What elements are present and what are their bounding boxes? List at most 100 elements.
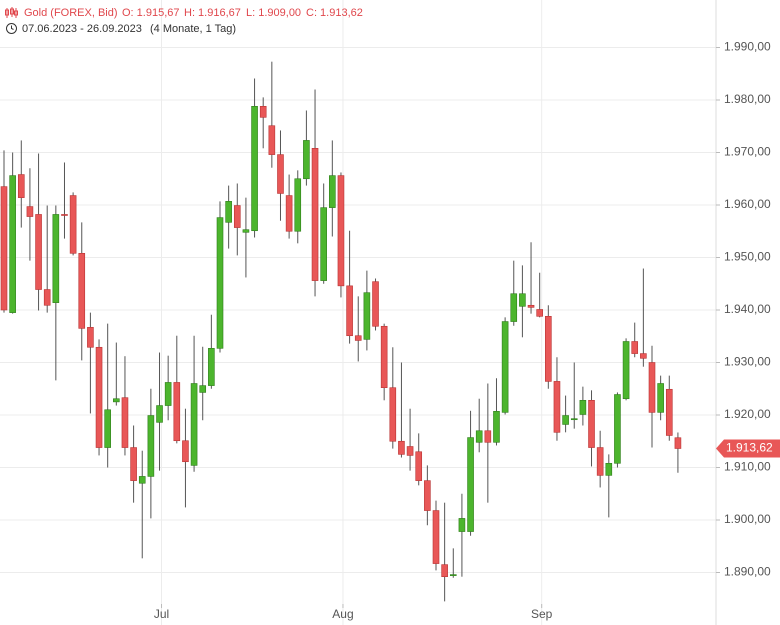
candle-body: [242, 229, 250, 233]
candle-body: [596, 447, 604, 476]
candle-body: [69, 195, 77, 254]
x-tick-label: Aug: [332, 607, 353, 621]
candle-body: [0, 186, 8, 311]
candle-body: [17, 174, 25, 198]
candle-body: [545, 315, 552, 382]
ohlc-open: O: 1.915,67: [122, 7, 180, 19]
ohlc-low: L: 1.909,00: [246, 7, 301, 19]
candle-body: [61, 214, 68, 216]
candle-body: [380, 325, 388, 388]
chart-title: Gold (FOREX, Bid): [24, 7, 118, 19]
candle-body: [588, 399, 595, 448]
candle-body: [527, 304, 535, 308]
x-tick-label: Sep: [531, 607, 553, 621]
ohlc-high: H: 1.916,67: [184, 7, 241, 19]
candle-body: [562, 415, 569, 425]
candle-body: [605, 462, 613, 476]
candle-body: [294, 178, 302, 232]
candle-body: [268, 125, 276, 155]
candle-body: [406, 446, 414, 456]
candle-body: [372, 281, 379, 327]
clock-icon: [6, 23, 17, 34]
candle-body: [553, 381, 561, 433]
candle-body: [225, 201, 232, 223]
last-price-tag: [716, 439, 780, 458]
y-tick-label: 2.000,00: [724, 0, 771, 1]
x-tick-label: Jul: [154, 607, 169, 621]
candle-body: [113, 398, 120, 403]
candle-body: [251, 106, 258, 232]
ohlc-close: C: 1.913,62: [306, 7, 363, 19]
candle-body: [173, 382, 181, 442]
candle-body: [182, 440, 189, 463]
y-tick-label: 1.970,00: [724, 145, 771, 159]
candle-body: [26, 206, 34, 217]
candle-body: [510, 293, 518, 322]
candle-body: [674, 437, 682, 449]
candle-body: [208, 348, 215, 386]
candle-body: [35, 214, 42, 290]
candle-body: [389, 387, 397, 442]
candle-body: [190, 383, 198, 466]
candle-body: [164, 382, 172, 406]
chart-icon: [5, 7, 18, 18]
candle-body: [147, 415, 155, 477]
candle-body: [501, 321, 509, 413]
candle-body: [130, 447, 137, 481]
candle-body: [432, 510, 440, 564]
candle-body: [277, 154, 284, 194]
candle-body: [259, 106, 267, 118]
candle-body: [665, 388, 673, 436]
candle-body: [138, 476, 146, 484]
y-tick-label: 1.990,00: [724, 40, 771, 54]
candle-body: [156, 405, 163, 423]
candle-body: [398, 440, 405, 455]
candle-body: [622, 341, 630, 400]
candle-body: [216, 217, 224, 349]
y-tick-label: 1.900,00: [724, 512, 771, 526]
candle-body: [519, 293, 526, 307]
candle-body: [441, 564, 448, 577]
y-tick-label: 1.920,00: [724, 407, 771, 421]
y-tick-label: 1.960,00: [724, 197, 771, 211]
candle-body: [121, 397, 129, 448]
y-tick-label: 1.950,00: [724, 250, 771, 264]
candle-body: [424, 480, 431, 511]
candle-body: [475, 430, 483, 443]
y-tick-label: 1.980,00: [724, 92, 771, 106]
candle-body: [570, 418, 578, 421]
candle-body: [78, 253, 86, 329]
candle-body: [614, 394, 621, 464]
candle-body: [303, 140, 310, 180]
y-tick-label: 1.940,00: [724, 302, 771, 316]
candle-body: [640, 353, 647, 359]
candle-body: [104, 409, 111, 448]
candle-body: [449, 574, 457, 576]
candle-body: [95, 346, 103, 448]
candle-body: [52, 214, 60, 303]
candle-body: [337, 175, 345, 287]
candle-body: [43, 289, 51, 306]
period: (4 Monate, 1 Tag): [150, 23, 236, 35]
candle-body: [467, 437, 474, 532]
candle-body: [329, 175, 336, 208]
y-tick-label: 1.930,00: [724, 355, 771, 369]
candle-body: [648, 362, 656, 413]
candle-body: [458, 518, 466, 532]
candle-body: [233, 205, 241, 228]
candle-body: [493, 411, 500, 443]
candle-body: [536, 309, 543, 317]
y-tick-label: 1.890,00: [724, 565, 771, 579]
candle-body: [9, 175, 16, 313]
candle-body: [579, 399, 587, 415]
y-tick-label: 1.910,00: [724, 460, 771, 474]
candle-body: [657, 383, 664, 413]
last-price-label: 1.913,62: [726, 441, 773, 455]
candle-body: [311, 148, 319, 281]
candle-body: [199, 385, 207, 393]
candle-body: [631, 341, 639, 354]
candle-body: [320, 207, 327, 281]
candle-body: [354, 335, 362, 341]
candle-body: [87, 327, 94, 348]
